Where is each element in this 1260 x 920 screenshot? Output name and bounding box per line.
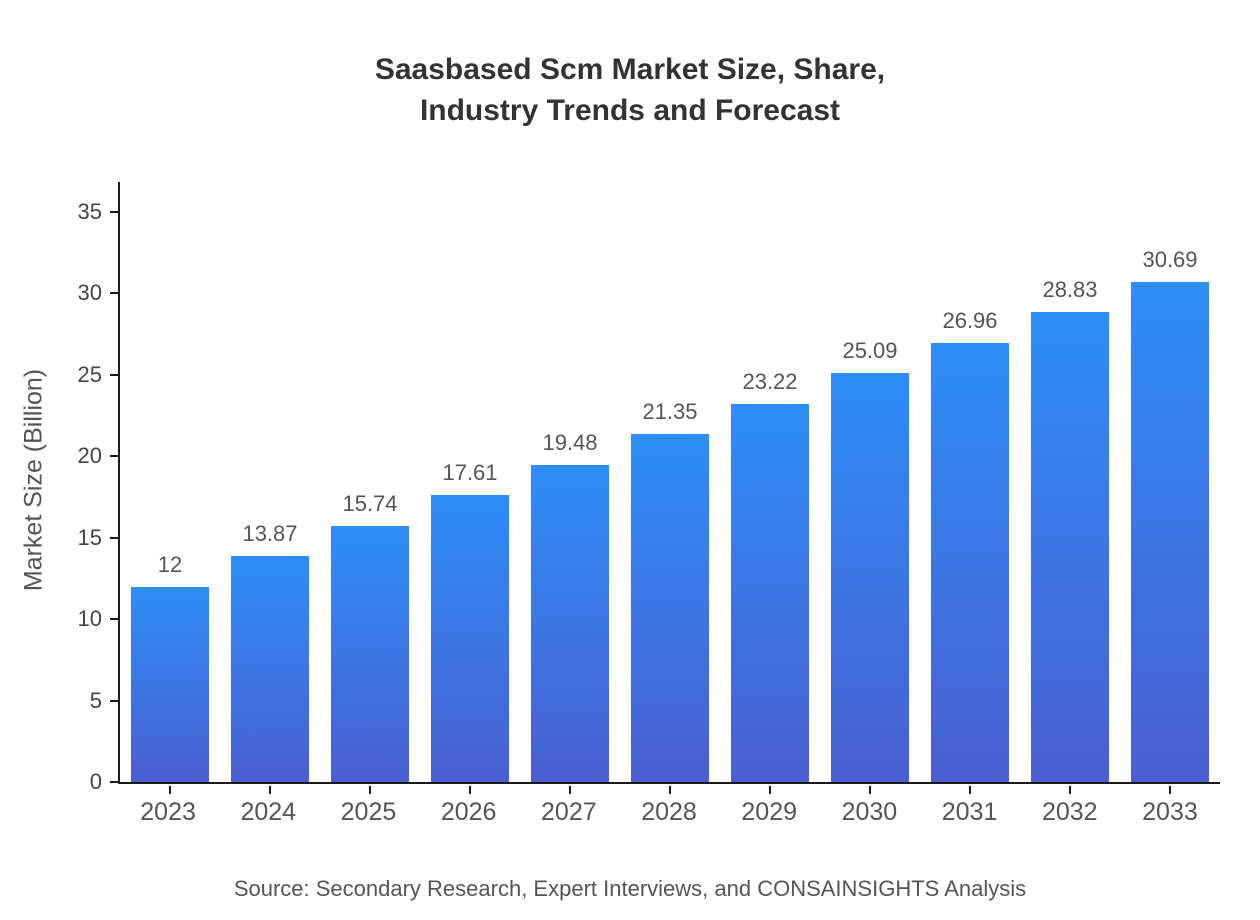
bar-slot: 17.61 <box>420 182 520 794</box>
x-tick-label: 2033 <box>1142 798 1198 826</box>
bar: 26.96 <box>931 308 1009 782</box>
bar-slot: 15.74 <box>320 182 420 794</box>
bar-slot: 13.87 <box>220 182 320 794</box>
y-tick-label: 25 <box>77 361 102 387</box>
x-tick-label: 2031 <box>941 798 998 826</box>
y-tick-label: 5 <box>89 687 102 713</box>
bar-value-label: 12 <box>157 551 183 577</box>
bar-value-label: 28.83 <box>1042 277 1098 303</box>
bar-slot: 26.96 <box>920 182 1020 794</box>
bar-slot: 23.22 <box>720 182 820 794</box>
bar-value-label: 13.87 <box>242 521 298 547</box>
x-tick <box>1169 786 1171 794</box>
y-tick-label: 35 <box>77 199 102 224</box>
x-tick <box>869 786 871 794</box>
bar: 12 <box>131 552 209 782</box>
bar: 23.22 <box>731 369 809 782</box>
bar: 21.35 <box>631 399 709 782</box>
bars: 12 13.87 15.74 17.61 19.48 21.35 23.22 25.09 26.… <box>120 182 1220 794</box>
bar-slot: 30.69 <box>1120 182 1220 794</box>
y-tick <box>110 781 118 783</box>
x-tick <box>169 786 171 794</box>
x-tick <box>669 786 671 794</box>
x-tick <box>469 786 471 794</box>
x-tick-label: 2032 <box>1041 798 1098 826</box>
x-tick-label: 2030 <box>841 798 898 826</box>
y-tick <box>110 292 118 295</box>
x-tick-label: 2029 <box>741 798 798 826</box>
bar-slot: 21.35 <box>620 182 720 794</box>
x-tick <box>769 786 771 794</box>
y-tick <box>110 373 118 376</box>
x-tick-label: 2028 <box>641 798 697 826</box>
bar: 15.74 <box>331 491 409 782</box>
bar-value-label: 21.35 <box>642 399 698 425</box>
bar-slot: 19.48 <box>520 182 620 794</box>
bar-slot: 28.83 <box>1020 182 1120 794</box>
y-tick <box>110 618 118 621</box>
bar: 25.09 <box>831 338 909 782</box>
y-axis-label: Market Size (Billion) <box>19 368 48 592</box>
x-tick <box>269 786 271 794</box>
bar-value-label: 15.74 <box>342 490 398 516</box>
bar-value-label: 17.61 <box>442 460 498 486</box>
bar: 17.61 <box>431 460 509 782</box>
y-ticks: 0 5 10 15 20 25 30 35 <box>78 182 1220 793</box>
x-tick <box>969 786 971 794</box>
bar-value-label: 23.22 <box>742 368 798 394</box>
x-tick <box>1069 786 1071 794</box>
y-tick <box>110 536 118 539</box>
x-tick-label: 2023 <box>140 798 196 826</box>
y-tick-label: 30 <box>77 280 102 306</box>
x-tick-label: 2025 <box>340 798 397 826</box>
y-tick-label: 20 <box>77 443 102 469</box>
bar-slot: 12 <box>120 182 220 794</box>
bar-value-label: 25.09 <box>842 338 898 364</box>
bar-value-label: 26.96 <box>942 307 998 333</box>
plot-wrap: 0 5 10 15 20 25 30 35 12 13.87 15.74 17.61 19.48 21.… <box>78 182 1220 827</box>
bar-value-label: 19.48 <box>542 429 598 455</box>
x-axis-labels: 2023 2024 2025 2026 2027 2028 2029 2030 2031 2032… <box>118 798 1220 827</box>
bar: 30.69 <box>1131 247 1209 782</box>
x-tick <box>569 786 571 794</box>
y-tick-label: 15 <box>77 524 102 550</box>
bar-value-label: 30.69 <box>1142 247 1198 273</box>
chart-title: Saasbased Scm Market Size, Share, Indust… <box>374 53 886 127</box>
y-tick-label: 10 <box>77 606 102 632</box>
bar: 13.87 <box>231 521 309 782</box>
y-tick <box>110 455 118 458</box>
bar-slot: 25.09 <box>820 182 920 794</box>
y-tick-label: 0 <box>89 769 102 794</box>
bar: 19.48 <box>531 430 609 782</box>
x-tick-label: 2027 <box>541 798 597 826</box>
x-tick-label: 2024 <box>240 798 297 826</box>
x-tick-label: 2026 <box>440 798 497 826</box>
x-tick <box>369 786 371 794</box>
plot-area: 0 5 10 15 20 25 30 35 12 13.87 15.74 17.61 19.48 21.… <box>78 182 1220 794</box>
source-text: Source: Secondary Research, Expert Inter… <box>233 876 1027 901</box>
y-tick <box>110 211 118 213</box>
y-tick <box>110 699 118 702</box>
bar: 28.83 <box>1031 277 1109 782</box>
